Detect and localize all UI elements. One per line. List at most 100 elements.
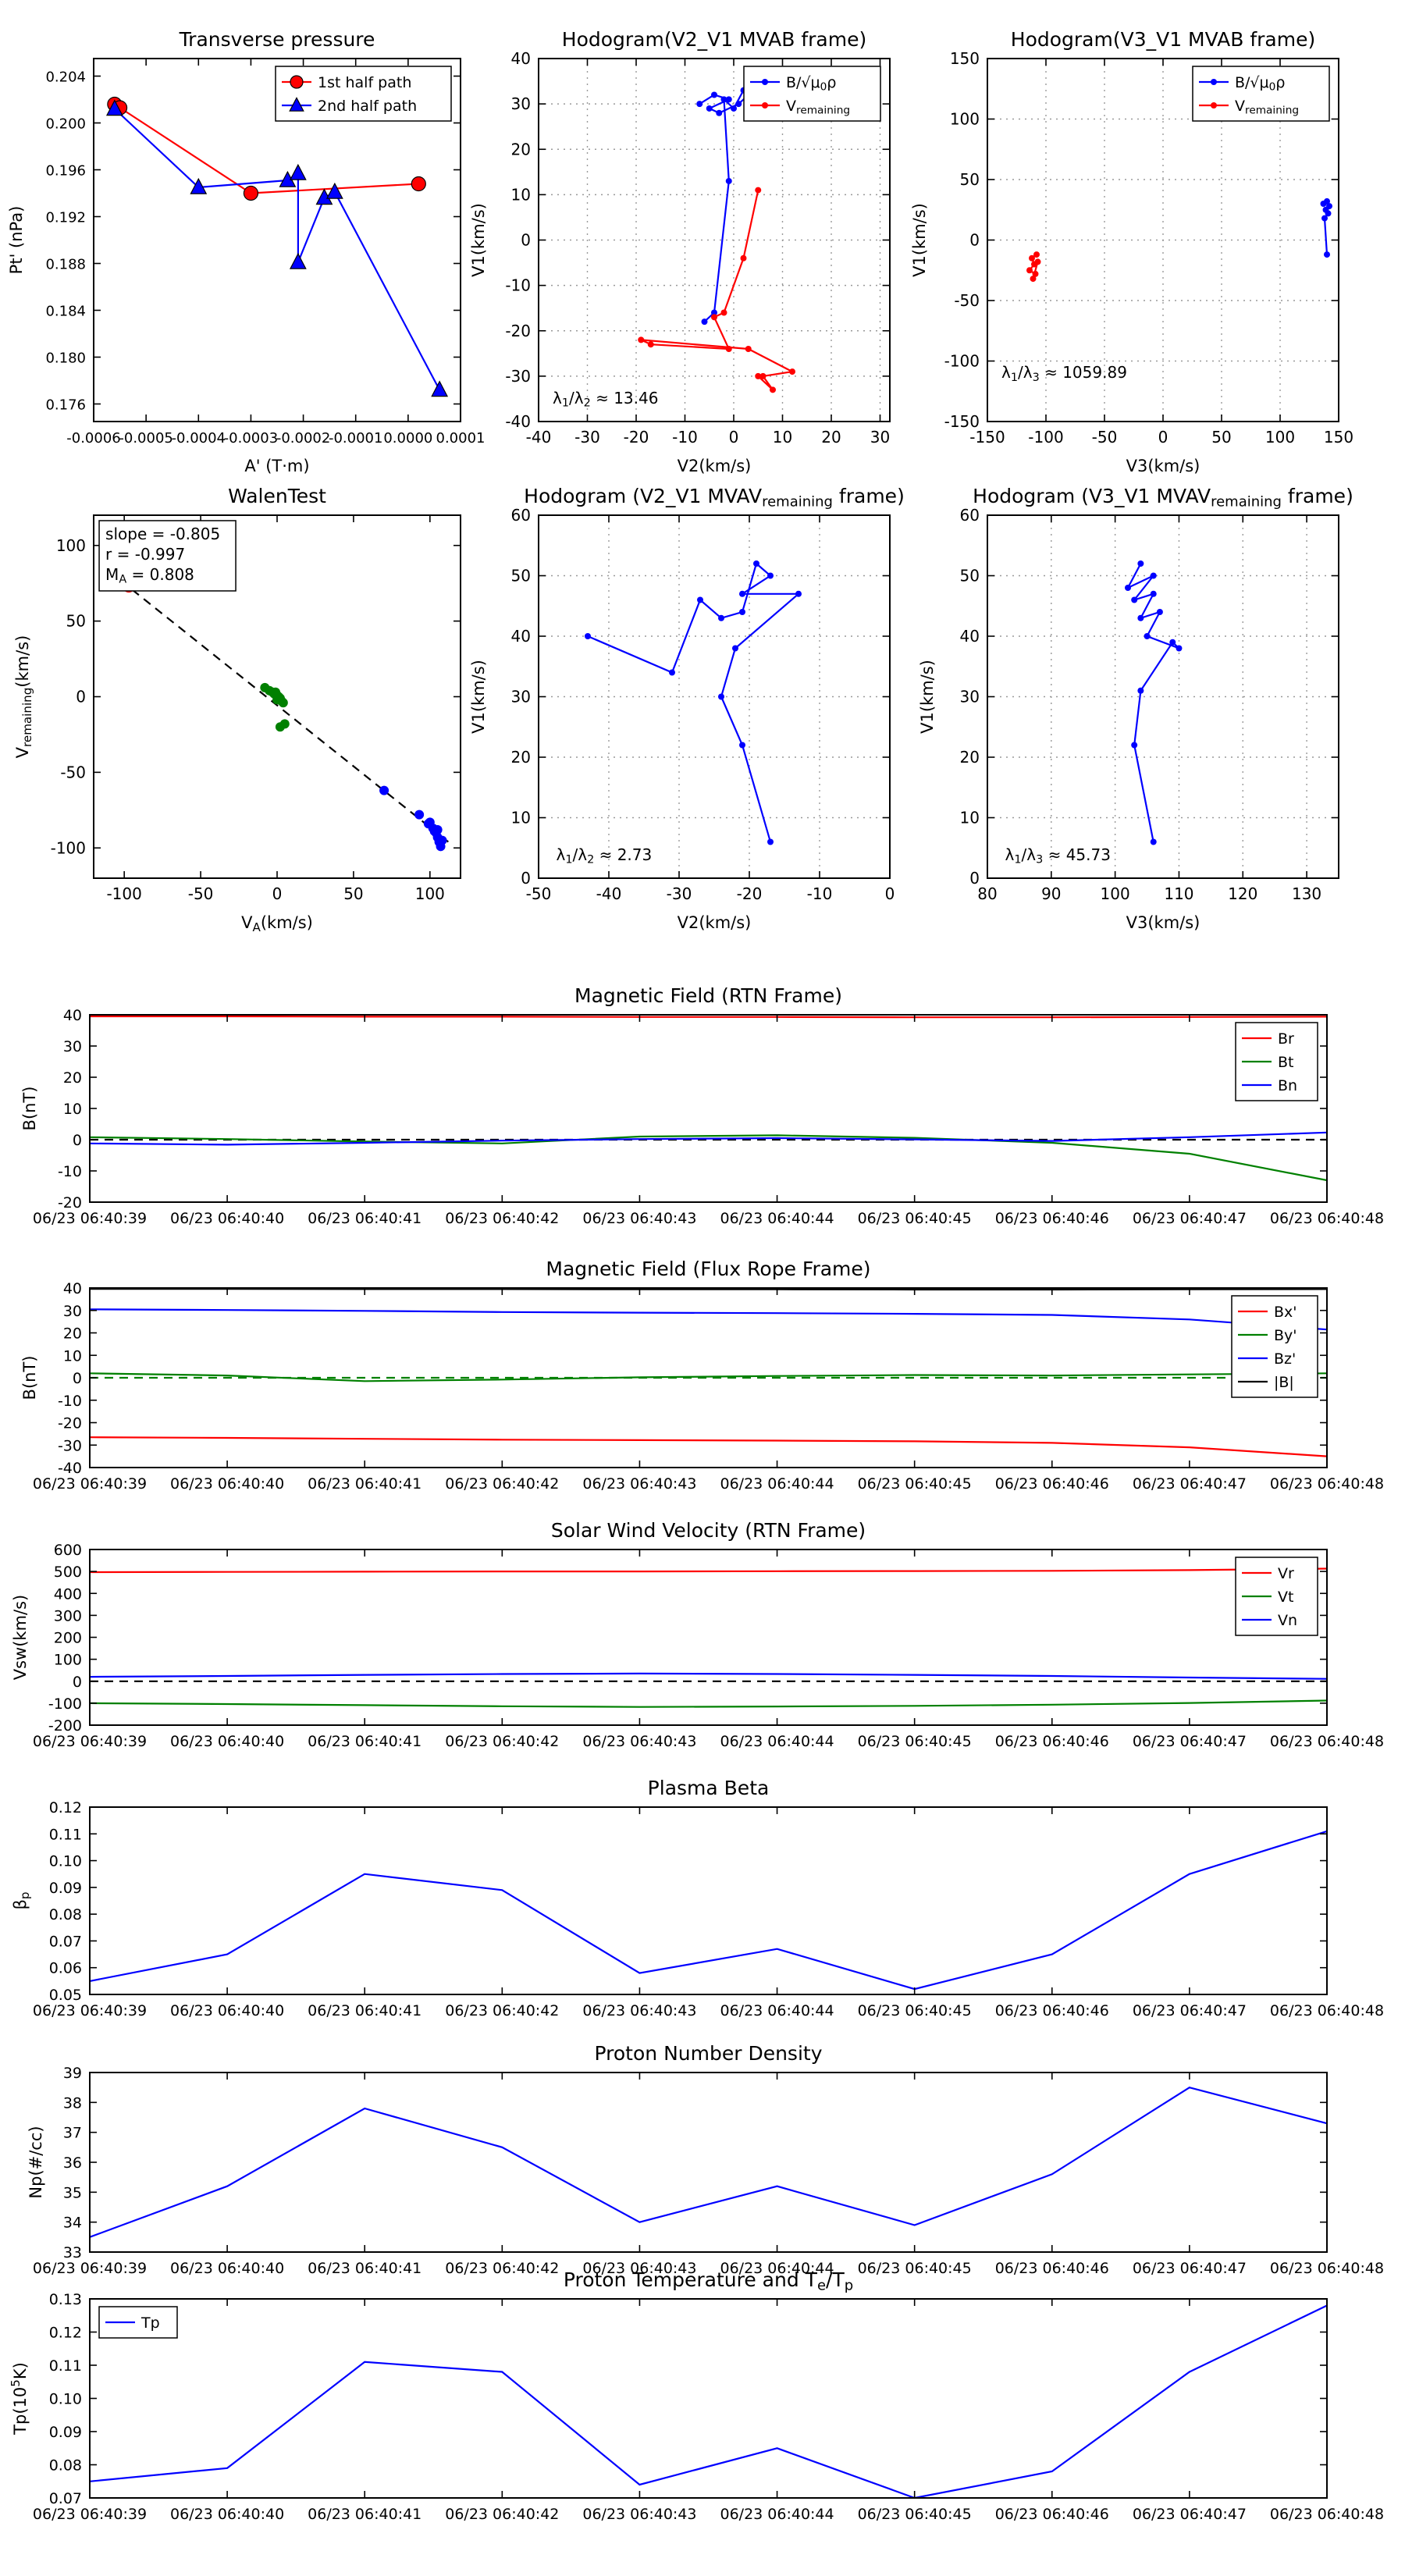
- svg-text:0.180: 0.180: [45, 350, 86, 367]
- svg-text:06/23 06:40:41: 06/23 06:40:41: [308, 1475, 422, 1493]
- transverse-pressure: -0.0006-0.0005-0.0004-0.0003-0.0002-0.00…: [7, 28, 485, 475]
- svg-text:06/23 06:40:41: 06/23 06:40:41: [308, 2002, 422, 2019]
- svg-text:0.10: 0.10: [49, 2391, 82, 2408]
- svg-text:06/23 06:40:45: 06/23 06:40:45: [858, 1733, 972, 1750]
- svg-text:06/23 06:40:44: 06/23 06:40:44: [720, 2506, 834, 2523]
- svg-text:V1(km/s): V1(km/s): [910, 203, 929, 277]
- svg-text:-100: -100: [1028, 428, 1063, 447]
- svg-text:-50: -50: [60, 763, 86, 781]
- svg-text:06/23 06:40:46: 06/23 06:40:46: [995, 2260, 1109, 2277]
- svg-text:60: 60: [511, 506, 531, 525]
- svg-text:A' (T·m): A' (T·m): [244, 457, 309, 475]
- svg-text:06/23 06:40:42: 06/23 06:40:42: [445, 2260, 559, 2277]
- svg-text:0.12: 0.12: [49, 2325, 82, 2342]
- svg-text:06/23 06:40:43: 06/23 06:40:43: [582, 2260, 696, 2277]
- svg-text:Hodogram (V3_V1 MVAVremaining: Hodogram (V3_V1 MVAVremaining frame): [973, 485, 1353, 511]
- svg-text:B(nT): B(nT): [20, 1356, 39, 1400]
- svg-text:06/23 06:40:44: 06/23 06:40:44: [720, 2260, 834, 2277]
- svg-text:λ1/λ3 ≈ 45.73: λ1/λ3 ≈ 45.73: [1005, 845, 1111, 866]
- svg-text:Hodogram(V3_V1 MVAB frame): Hodogram(V3_V1 MVAB frame): [1011, 28, 1315, 51]
- svg-text:-20: -20: [58, 1415, 82, 1432]
- svg-text:06/23 06:40:40: 06/23 06:40:40: [170, 1733, 284, 1750]
- svg-text:-0.0006: -0.0006: [66, 430, 120, 447]
- svg-text:0: 0: [1158, 428, 1168, 447]
- svg-text:20: 20: [511, 140, 531, 158]
- svg-text:-0.0005: -0.0005: [119, 430, 173, 447]
- svg-text:06/23 06:40:48: 06/23 06:40:48: [1270, 2260, 1384, 2277]
- svg-text:06/23 06:40:40: 06/23 06:40:40: [170, 1210, 284, 1227]
- svg-text:500: 500: [54, 1564, 82, 1581]
- svg-text:06/23 06:40:47: 06/23 06:40:47: [1133, 2260, 1247, 2277]
- svg-text:-10: -10: [505, 276, 531, 295]
- svg-text:06/23 06:40:40: 06/23 06:40:40: [170, 2002, 284, 2019]
- svg-text:-0.0004: -0.0004: [172, 430, 226, 447]
- svg-text:35: 35: [63, 2184, 82, 2201]
- svg-text:100: 100: [1101, 884, 1130, 903]
- svg-text:20: 20: [821, 428, 841, 447]
- svg-text:0.200: 0.200: [45, 116, 86, 133]
- svg-text:0: 0: [729, 428, 739, 447]
- svg-text:06/23 06:40:48: 06/23 06:40:48: [1270, 1210, 1384, 1227]
- svg-text:λ1/λ2 ≈ 2.73: λ1/λ2 ≈ 2.73: [557, 845, 653, 866]
- svg-text:06/23 06:40:45: 06/23 06:40:45: [858, 2260, 972, 2277]
- svg-text:0.192: 0.192: [45, 210, 86, 226]
- svg-text:Magnetic Field (Flux Rope Fram: Magnetic Field (Flux Rope Frame): [546, 1258, 870, 1280]
- svg-text:06/23 06:40:40: 06/23 06:40:40: [170, 2260, 284, 2277]
- svg-text:Bx': Bx': [1274, 1304, 1297, 1321]
- svg-text:-30: -30: [574, 428, 600, 447]
- svg-text:0.196: 0.196: [45, 163, 86, 180]
- svg-text:06/23 06:40:46: 06/23 06:40:46: [995, 2002, 1109, 2019]
- svg-text:0.204: 0.204: [45, 69, 86, 86]
- svg-text:-0.0002: -0.0002: [276, 430, 330, 447]
- svg-text:-30: -30: [667, 884, 692, 903]
- svg-text:0: 0: [969, 869, 980, 888]
- svg-text:06/23 06:40:47: 06/23 06:40:47: [1133, 2002, 1247, 2019]
- svg-text:By': By': [1274, 1327, 1297, 1344]
- svg-text:30: 30: [63, 1303, 82, 1320]
- svg-text:0.06: 0.06: [49, 1960, 82, 1977]
- svg-text:06/23 06:40:42: 06/23 06:40:42: [445, 2002, 559, 2019]
- svg-text:1st half path: 1st half path: [318, 74, 411, 91]
- svg-text:Np(#/cc): Np(#/cc): [27, 2126, 45, 2198]
- svg-text:06/23 06:40:42: 06/23 06:40:42: [445, 1210, 559, 1227]
- svg-text:39: 39: [63, 2065, 82, 2082]
- svg-text:38: 38: [63, 2094, 82, 2112]
- svg-text:40: 40: [63, 1280, 82, 1297]
- svg-text:06/23 06:40:44: 06/23 06:40:44: [720, 2002, 834, 2019]
- svg-text:-0.0003: -0.0003: [224, 430, 278, 447]
- svg-text:34: 34: [63, 2215, 82, 2232]
- svg-text:-50: -50: [188, 884, 214, 903]
- svg-text:10: 10: [511, 809, 531, 827]
- svg-text:06/23 06:40:48: 06/23 06:40:48: [1270, 1475, 1384, 1493]
- svg-text:-40: -40: [596, 884, 622, 903]
- svg-text:100: 100: [415, 884, 445, 903]
- svg-text:06/23 06:40:41: 06/23 06:40:41: [308, 1733, 422, 1750]
- svg-text:20: 20: [511, 748, 531, 767]
- svg-text:06/23 06:40:39: 06/23 06:40:39: [33, 1475, 147, 1493]
- svg-text:150: 150: [950, 49, 980, 68]
- svg-text:0.0000: 0.0000: [383, 430, 432, 447]
- svg-text:-100: -100: [944, 352, 980, 371]
- svg-text:V2(km/s): V2(km/s): [678, 913, 752, 932]
- svg-text:200: 200: [54, 1630, 82, 1647]
- svg-text:0.11: 0.11: [49, 2357, 82, 2375]
- svg-text:Tp(105K): Tp(105K): [9, 2362, 30, 2435]
- svg-text:600: 600: [54, 1542, 82, 1559]
- svg-text:-100: -100: [51, 838, 86, 857]
- svg-text:λ1/λ3 ≈ 1059.89: λ1/λ3 ≈ 1059.89: [1001, 363, 1127, 384]
- svg-text:06/23 06:40:40: 06/23 06:40:40: [170, 2506, 284, 2523]
- svg-text:-50: -50: [526, 884, 552, 903]
- proton-temperature-legend: Tp: [98, 2306, 178, 2339]
- svg-text:B/√μ0ρ: B/√μ0ρ: [1235, 74, 1285, 93]
- proton-temperature: 06/23 06:40:39 06/23 06:40:40 06/23 06:40:…: [9, 2268, 1384, 2523]
- svg-text:06/23 06:40:39: 06/23 06:40:39: [33, 1210, 147, 1227]
- svg-text:06/23 06:40:39: 06/23 06:40:39: [33, 2506, 147, 2523]
- svg-text:-20: -20: [624, 428, 649, 447]
- svg-text:0.0001: 0.0001: [436, 430, 486, 447]
- svg-text:slope = -0.805: slope = -0.805: [105, 525, 220, 543]
- svg-text:06/23 06:40:44: 06/23 06:40:44: [720, 1733, 834, 1750]
- svg-text:V3(km/s): V3(km/s): [1126, 913, 1200, 932]
